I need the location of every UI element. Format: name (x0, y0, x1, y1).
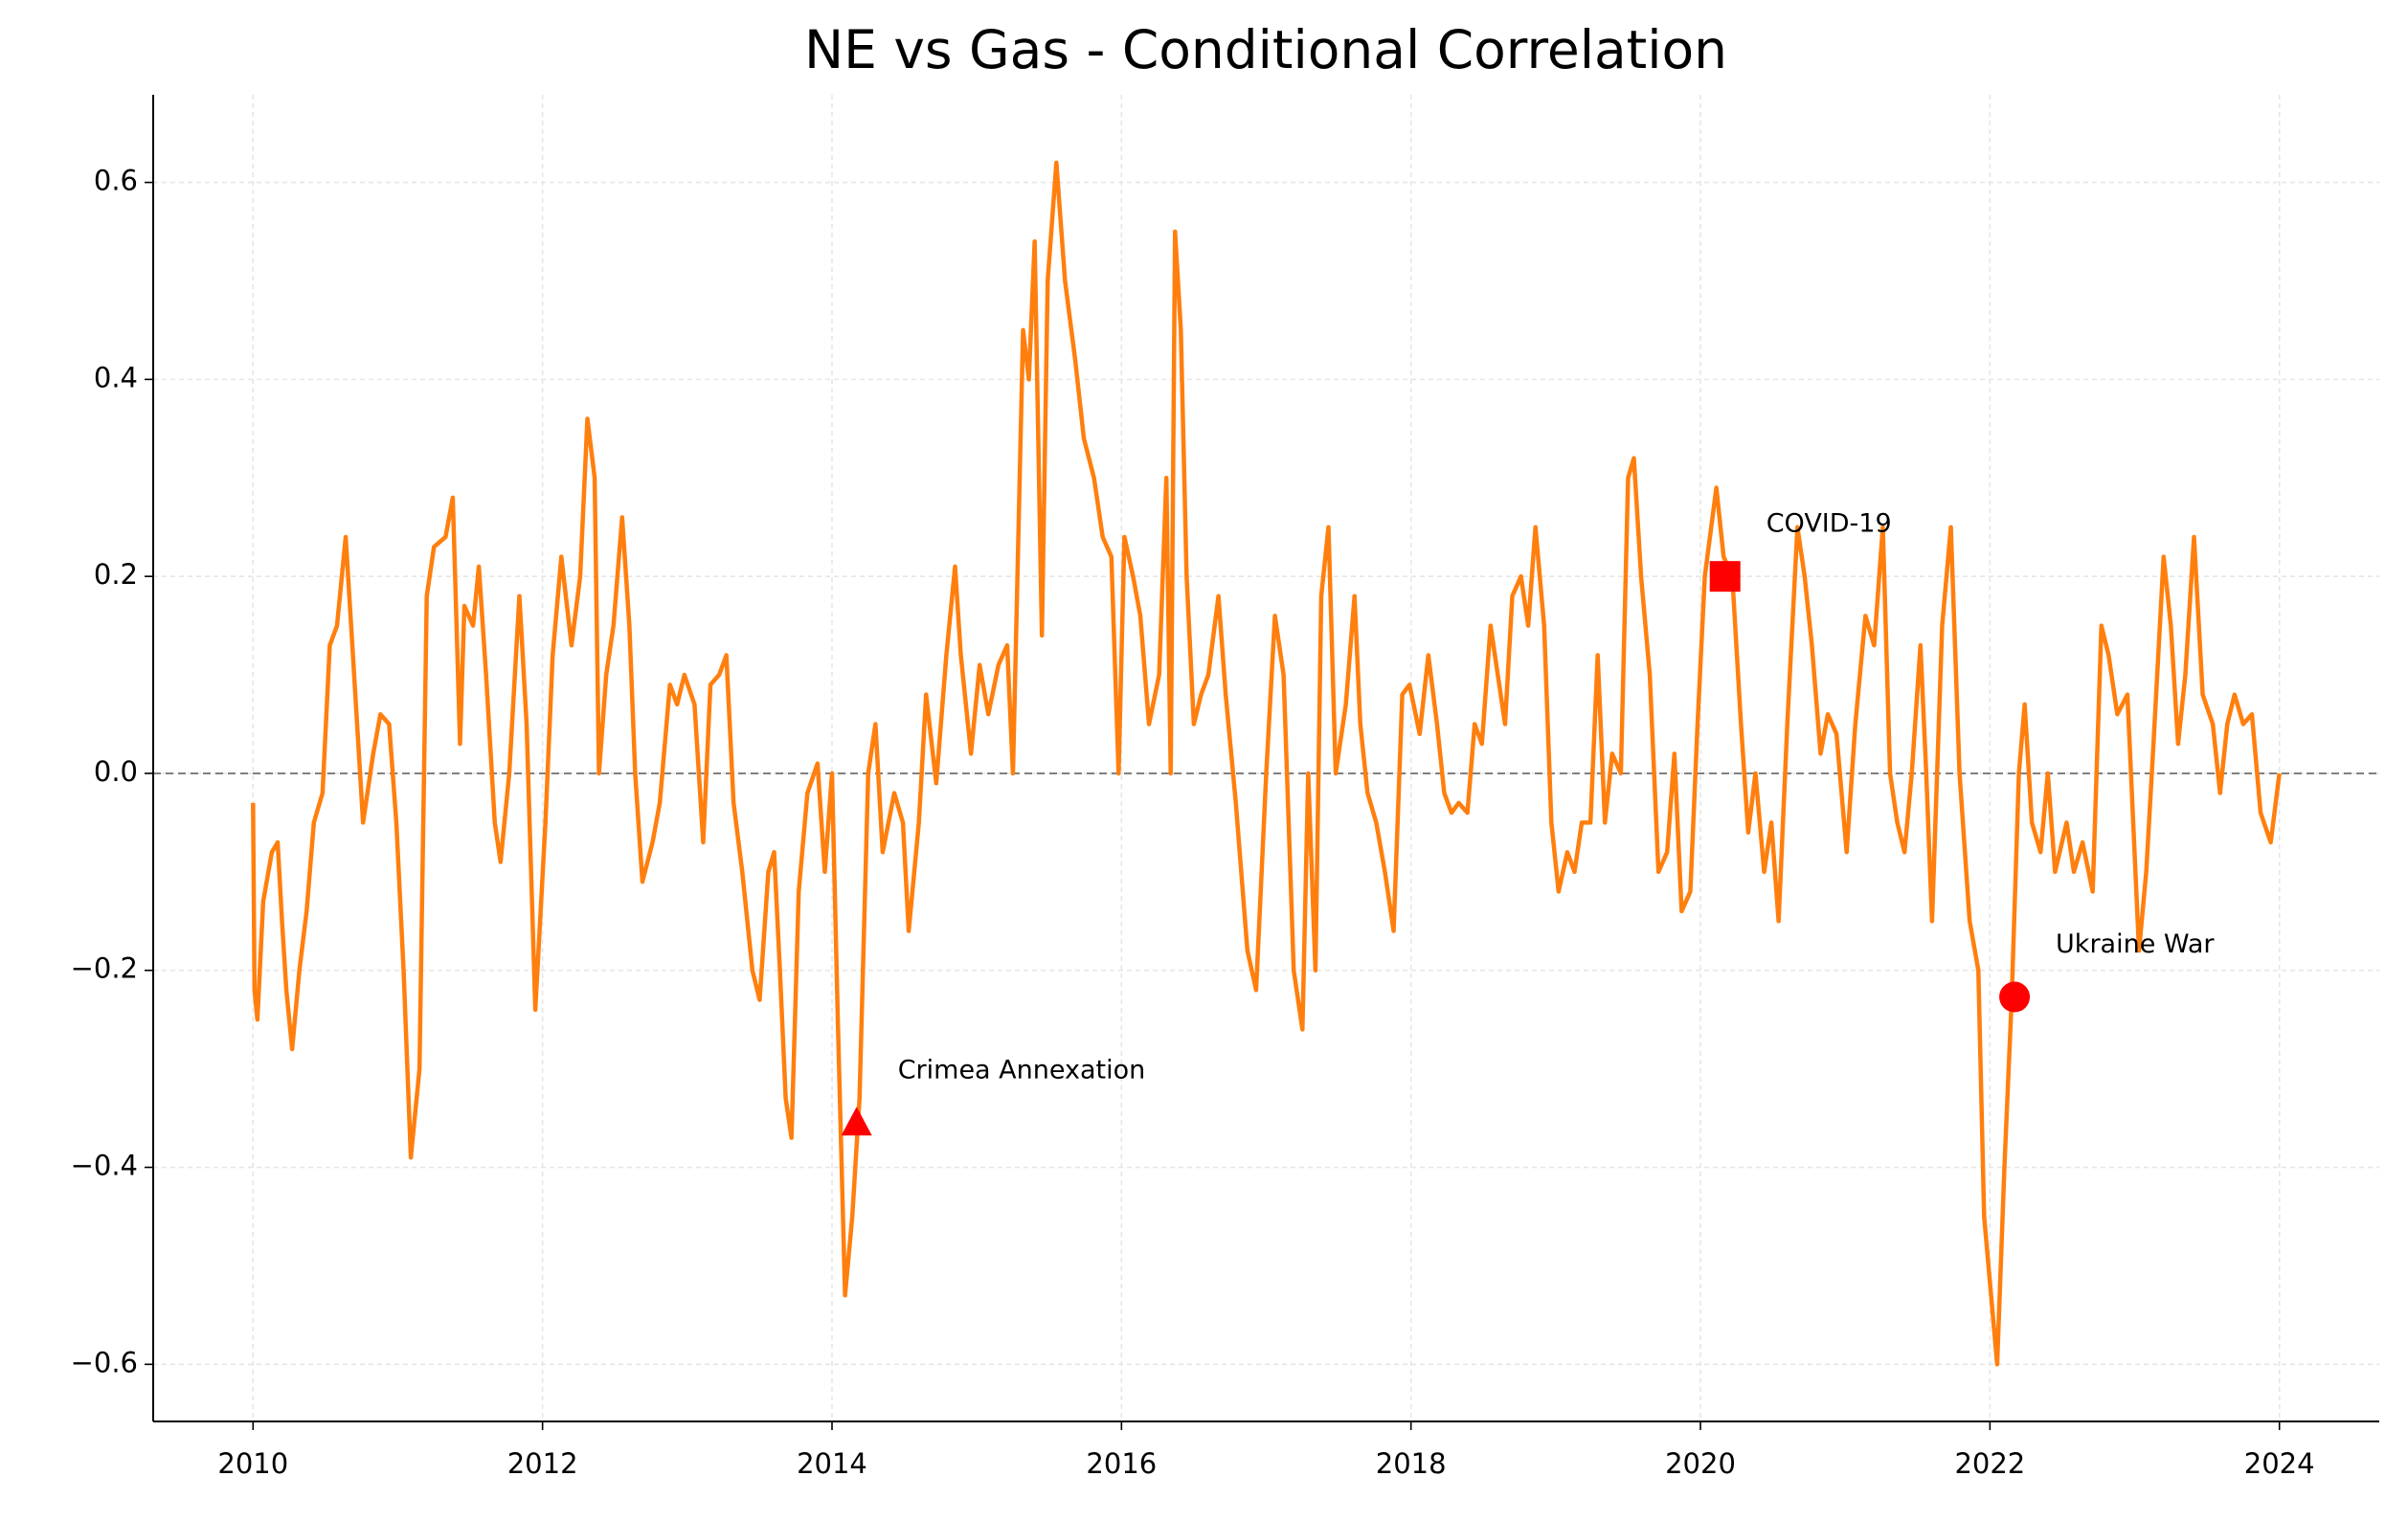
y-tick-label: −0.2 (71, 952, 138, 985)
chart-title: NE vs Gas - Conditional Correlation (804, 19, 1727, 80)
y-tick-label: 0.0 (94, 755, 138, 788)
event-marker (841, 1107, 872, 1136)
x-tick-label: 2024 (2244, 1447, 2315, 1480)
annotation-label: Crimea Annexation (898, 1056, 1146, 1085)
y-tick-label: −0.4 (71, 1150, 138, 1182)
annotation-label: Ukraine War (2056, 929, 2215, 959)
x-tick-label: 2018 (1376, 1447, 1447, 1480)
x-tick-label: 2022 (1954, 1447, 2025, 1480)
x-tick-label: 2016 (1086, 1447, 1157, 1480)
event-marker (1999, 981, 2031, 1013)
x-tick-label: 2012 (507, 1447, 578, 1480)
data-line (251, 160, 2282, 1367)
y-tick-label: 0.2 (94, 558, 138, 591)
y-tick-label: 0.6 (94, 165, 138, 197)
event-marker (1709, 561, 1741, 593)
y-tick-label: 0.4 (94, 361, 138, 393)
x-tick-label: 2014 (797, 1447, 867, 1480)
y-tick-label: −0.6 (71, 1346, 138, 1378)
x-tick-label: 2010 (217, 1447, 288, 1480)
annotation-label: COVID-19 (1767, 509, 1892, 539)
x-tick-label: 2020 (1665, 1447, 1736, 1480)
